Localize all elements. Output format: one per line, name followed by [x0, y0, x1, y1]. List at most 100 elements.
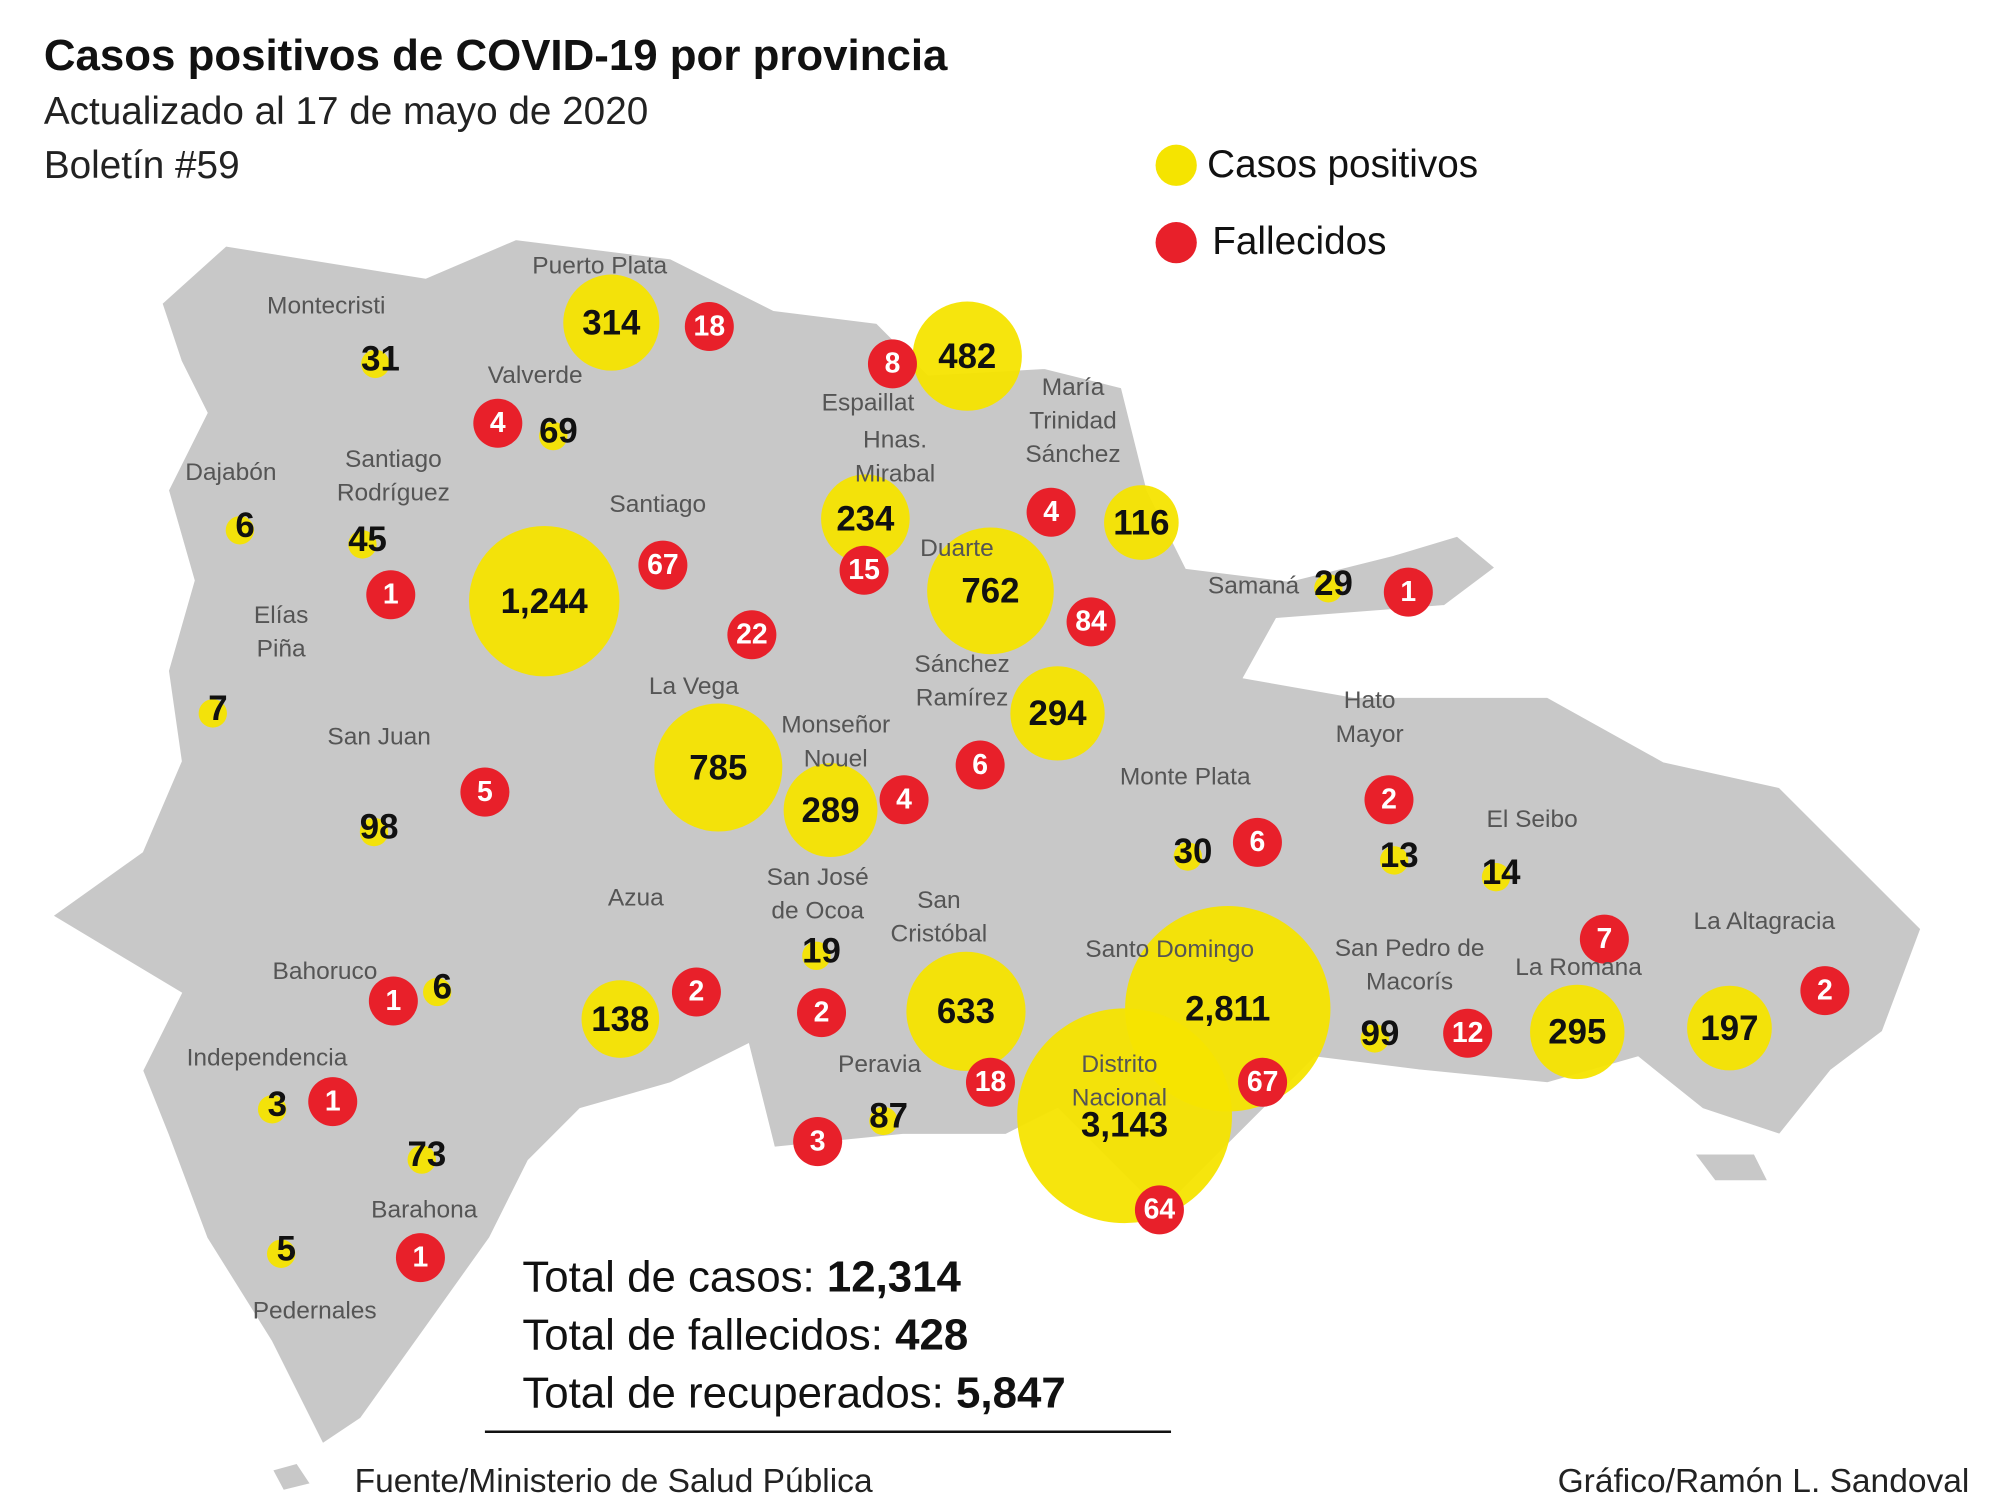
death-count: 22: [736, 619, 768, 651]
province-name: Duarte: [920, 535, 994, 562]
death-count: 4: [1043, 496, 1059, 528]
death-bubble: [1066, 597, 1116, 647]
death-count: 67: [1247, 1066, 1279, 1098]
case-count: 234: [836, 499, 895, 538]
death-bubble: [1238, 1057, 1288, 1107]
province-name: Sánchez: [1025, 441, 1120, 468]
case-count: 3,143: [1081, 1106, 1168, 1145]
case-bubble: [1173, 842, 1202, 871]
case-count: 762: [961, 572, 1019, 611]
death-bubble: [965, 1057, 1015, 1107]
case-count: 482: [938, 337, 996, 376]
death-count: 2: [814, 996, 830, 1028]
death-bubble: [638, 540, 688, 590]
province-name: Peravia: [838, 1051, 921, 1078]
death-bubble: [797, 988, 847, 1038]
province-name: Monte Plata: [1120, 763, 1251, 790]
province-name: San Juan: [327, 723, 431, 750]
death-count: 1: [1400, 576, 1416, 608]
province-name: Pedernales: [253, 1297, 377, 1324]
case-count: 99: [1361, 1014, 1400, 1053]
province-name: Bahoruco: [273, 958, 378, 985]
case-count: 314: [582, 303, 641, 342]
province-name: San: [917, 887, 961, 914]
death-bubble: [308, 1077, 358, 1127]
death-count: 3: [810, 1125, 826, 1157]
case-bubble: [361, 349, 390, 379]
province-name: de Ocoa: [771, 897, 864, 924]
case-count: 3: [268, 1085, 287, 1124]
death-count: 12: [1452, 1017, 1484, 1049]
province-name: Ramírez: [916, 685, 1009, 712]
case-bubble: [348, 530, 377, 559]
death-count: 67: [647, 549, 679, 581]
case-count: 294: [1028, 694, 1087, 733]
bubbles: [198, 274, 1850, 1283]
death-bubble: [839, 545, 889, 595]
case-bubble: [1010, 666, 1105, 761]
province-name: La Altagracia: [1693, 908, 1835, 935]
province-name: Samaná: [1208, 572, 1300, 599]
total-label: Total de casos:: [522, 1252, 814, 1301]
death-bubble: [867, 339, 917, 389]
death-count: 1: [413, 1241, 429, 1273]
death-count: 18: [975, 1066, 1007, 1098]
death-count: 5: [477, 776, 493, 808]
total-value: 5,847: [956, 1368, 1066, 1417]
legend-swatch-deaths: [1155, 222, 1197, 264]
death-bubble: [955, 740, 1005, 790]
province-name: Montecristi: [267, 293, 385, 320]
death-bubble: [473, 398, 523, 448]
case-bubble: [257, 1095, 287, 1124]
legend-swatch-cases: [1155, 144, 1197, 186]
province-name: Puerto Plata: [532, 253, 667, 280]
province-name: María: [1042, 374, 1105, 401]
death-count: 18: [694, 310, 726, 342]
subtitle: Actualizado al 17 de mayo de 2020: [44, 90, 648, 133]
case-bubble: [539, 421, 568, 451]
province-name: La Vega: [649, 673, 739, 700]
province-name: El Seibo: [1487, 806, 1578, 833]
province-name: La Romana: [1515, 954, 1642, 981]
bulletin: Boletín #59: [44, 144, 240, 187]
case-count: 1,244: [501, 582, 589, 621]
country-shape: [49, 237, 1924, 1447]
case-count: 98: [360, 808, 399, 847]
case-count: 2,811: [1185, 990, 1270, 1029]
death-bubble: [671, 967, 721, 1017]
death-count: 15: [848, 554, 880, 586]
province-name: Hnas.: [863, 427, 927, 454]
case-bubble: [563, 274, 660, 371]
case-count: 19: [802, 931, 841, 970]
death-bubble: [1232, 817, 1282, 867]
case-bubble: [912, 301, 1022, 411]
death-bubble: [1364, 775, 1414, 825]
case-bubble: [266, 1239, 296, 1268]
case-bubble: [1017, 1008, 1232, 1224]
total-label: Total de recuperados:: [522, 1368, 944, 1417]
case-count: 5: [277, 1229, 296, 1268]
case-count: 73: [408, 1135, 447, 1174]
case-bubble: [1481, 862, 1511, 892]
case-count: 31: [361, 340, 400, 379]
province-name: Independencia: [187, 1044, 348, 1071]
death-bubble: [684, 301, 734, 351]
death-bubble: [1026, 487, 1076, 537]
case-bubble: [1687, 985, 1772, 1071]
province-name: Trinidad: [1029, 407, 1117, 434]
death-count: 7: [1596, 923, 1612, 955]
case-count: 197: [1700, 1009, 1758, 1048]
total-value: 12,314: [827, 1252, 962, 1301]
death-count: 2: [689, 976, 705, 1008]
case-bubble: [821, 474, 910, 563]
death-count: 8: [885, 348, 901, 380]
province-name: Nouel: [804, 745, 868, 772]
province-name: Macorís: [1366, 968, 1453, 995]
death-count: 1: [325, 1085, 341, 1117]
case-count: 29: [1314, 564, 1353, 603]
province-name: Monseñor: [781, 712, 890, 739]
death-bubble: [1800, 966, 1850, 1016]
case-count: 6: [433, 968, 452, 1007]
case-bubble: [1314, 574, 1343, 603]
case-count: 14: [1482, 853, 1521, 892]
